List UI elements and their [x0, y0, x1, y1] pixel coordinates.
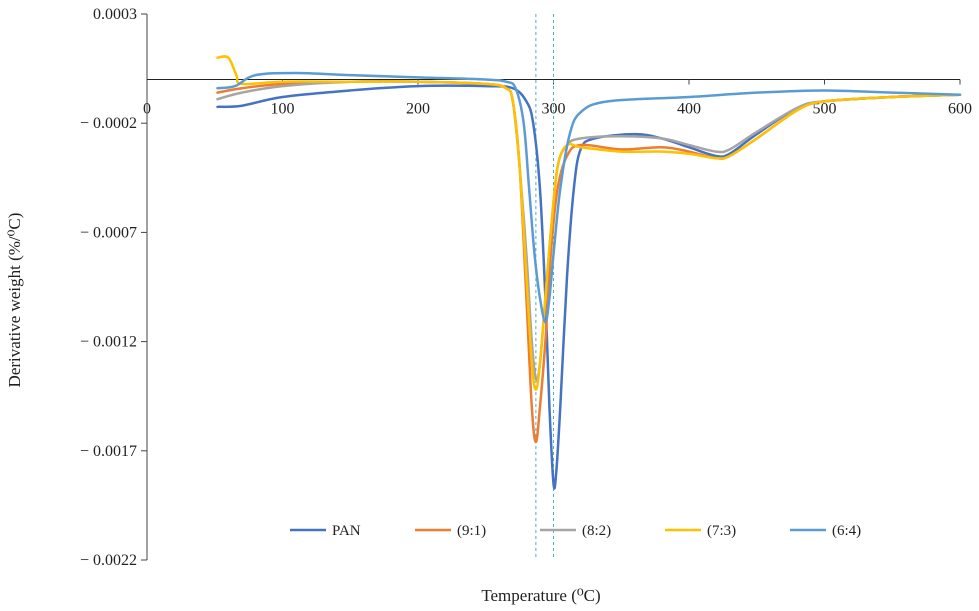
- x-tick-label: 400: [677, 101, 701, 118]
- x-axis-title: Temperature (⁰C): [481, 586, 600, 605]
- legend-label: (9:1): [457, 523, 486, 539]
- y-tick-label: 0.0003: [93, 6, 137, 23]
- y-tick-label: − 0.0007: [80, 224, 137, 241]
- legend-label: (6:4): [832, 523, 861, 539]
- reference-lines: [535, 14, 554, 560]
- legend-label: (7:3): [707, 523, 736, 539]
- legend-label: (8:2): [582, 523, 611, 539]
- y-ticks: 0.0003 − 0.0002 − 0.0007 − 0.0012 − 0.0017 − …: [80, 6, 147, 569]
- x-tick-label: 500: [813, 101, 837, 118]
- series-line-7-3: [216, 55, 962, 391]
- y-tick-label: − 0.0017: [80, 443, 137, 460]
- series-line-6-4: [216, 71, 962, 324]
- x-tick-label: 600: [948, 101, 972, 118]
- series-lines: [216, 55, 962, 490]
- legend: PAN (9:1) (8:2) (7:3) (6:4): [290, 523, 861, 539]
- x-tick-label: 0: [143, 101, 151, 118]
- series-line-pan: [216, 84, 962, 490]
- x-tick-label: 300: [542, 101, 566, 118]
- y-tick-label: − 0.0002: [80, 115, 137, 132]
- y-tick-label: − 0.0022: [80, 552, 137, 569]
- y-axis-title: Derivative weight (%/⁰C): [5, 213, 24, 388]
- y-tick-label: − 0.0012: [80, 334, 137, 351]
- x-tick-label: 100: [271, 101, 295, 118]
- series-line-9-1: [216, 80, 962, 444]
- x-tick-label: 200: [406, 101, 430, 118]
- series-line-8-2: [216, 80, 962, 382]
- legend-label: PAN: [332, 523, 361, 539]
